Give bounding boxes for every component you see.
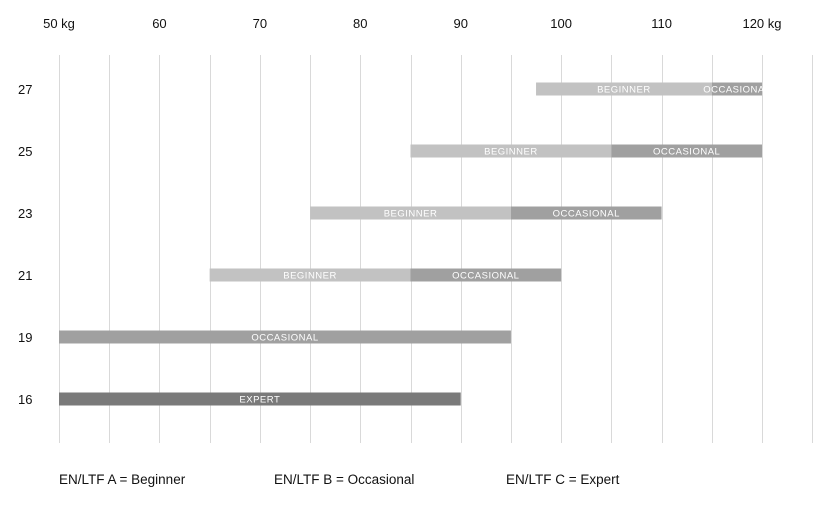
x-tick-label: 50 kg	[43, 16, 75, 31]
legend-beginner: EN/LTF A = Beginner	[59, 472, 186, 487]
x-tick-label: 80	[353, 16, 367, 31]
bar-label: BEGINNER	[384, 209, 438, 220]
y-tick-label: 19	[18, 330, 32, 345]
bar-segment-expert	[59, 392, 461, 406]
legend-occasional: EN/LTF B = Occasional	[274, 472, 415, 487]
bar-label: EXPERT	[239, 395, 280, 406]
bar-segment-occasional	[510, 206, 662, 220]
x-tick-label: 70	[253, 16, 267, 31]
bar-segment-occasional	[611, 144, 762, 158]
bar-segment-occasional	[410, 268, 562, 282]
x-tick-label: 90	[453, 16, 467, 31]
y-tick-label: 27	[18, 82, 32, 97]
legend-expert: EN/LTF C = Expert	[506, 472, 620, 487]
bar-label: OCCASIONAL	[553, 209, 620, 220]
bar-segment-occasional	[711, 82, 762, 96]
y-tick-label: 21	[18, 268, 32, 283]
bar-segment-occasional	[59, 330, 511, 344]
y-tick-label: 25	[18, 144, 32, 159]
bar-label: OCCASIONAL	[251, 333, 318, 344]
bar-label: OCCASIONAL	[653, 147, 720, 158]
bar-segment-beginner	[536, 82, 712, 96]
bar-segment-beginner	[310, 206, 511, 220]
x-tick-label: 100	[550, 16, 572, 31]
x-tick-label: 110	[651, 16, 672, 31]
bar-segment-beginner	[410, 144, 612, 158]
bar-segment-beginner	[209, 268, 411, 282]
x-tick-label: 60	[152, 16, 166, 31]
bar-label: OCCASIONAL	[452, 271, 519, 282]
y-tick-label: 23	[18, 206, 32, 221]
x-tick-label: 120 kg	[742, 16, 781, 31]
y-tick-label: 16	[18, 392, 32, 407]
bar-label: BEGINNER	[484, 147, 538, 158]
bar-label: OCCASIONAL	[703, 85, 770, 96]
bar-label: BEGINNER	[597, 85, 651, 96]
bar-label: BEGINNER	[283, 271, 337, 282]
